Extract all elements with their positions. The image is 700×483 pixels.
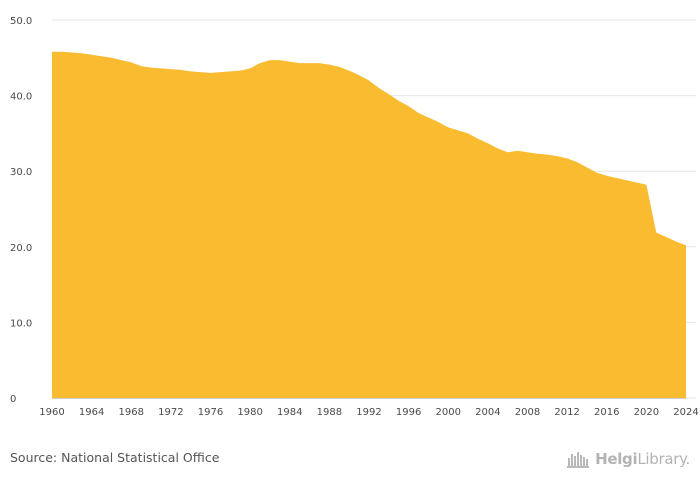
data-point[interactable] bbox=[435, 119, 441, 125]
x-tick-label: 1972 bbox=[158, 407, 183, 418]
x-tick-label: 1968 bbox=[119, 407, 144, 418]
data-point[interactable] bbox=[406, 103, 412, 109]
data-point[interactable] bbox=[386, 91, 392, 97]
data-point[interactable] bbox=[564, 155, 570, 161]
data-point[interactable] bbox=[683, 242, 689, 248]
data-point[interactable] bbox=[673, 239, 679, 245]
x-tick-label: 1964 bbox=[79, 407, 104, 418]
x-tick-label: 1992 bbox=[356, 407, 381, 418]
data-point[interactable] bbox=[128, 59, 134, 65]
data-point[interactable] bbox=[158, 65, 164, 71]
data-point[interactable] bbox=[257, 60, 263, 66]
data-point[interactable] bbox=[267, 57, 273, 63]
area-series[interactable] bbox=[52, 51, 686, 398]
data-point[interactable] bbox=[138, 63, 144, 69]
data-point[interactable] bbox=[544, 152, 550, 158]
data-point[interactable] bbox=[59, 49, 65, 55]
data-point[interactable] bbox=[118, 57, 124, 63]
brand-name-library: Library. bbox=[637, 450, 690, 468]
data-point[interactable] bbox=[99, 53, 105, 59]
data-point[interactable] bbox=[89, 52, 95, 58]
data-point[interactable] bbox=[247, 65, 253, 71]
data-point[interactable] bbox=[574, 159, 580, 165]
brand-name-helgi: Helgi bbox=[595, 450, 638, 468]
x-tick-label: 1996 bbox=[396, 407, 421, 418]
data-point[interactable] bbox=[396, 98, 402, 104]
data-point[interactable] bbox=[663, 234, 669, 240]
data-point[interactable] bbox=[366, 77, 372, 83]
data-point[interactable] bbox=[108, 55, 114, 61]
data-point[interactable] bbox=[376, 85, 382, 91]
area-chart-svg: 0 10.0 20.0 30.0 40.0 50.0 1960 1964 1968 1972 197… bbox=[10, 16, 699, 418]
x-tick-label: 1976 bbox=[198, 407, 223, 418]
x-tick-label: 2016 bbox=[594, 407, 619, 418]
data-point[interactable] bbox=[633, 180, 639, 186]
chart-footer: Source: National Statistical Office Helg… bbox=[0, 440, 700, 480]
x-tick-label: 2008 bbox=[515, 407, 540, 418]
data-point[interactable] bbox=[188, 68, 194, 74]
data-point[interactable] bbox=[465, 130, 471, 136]
source-note: Source: National Statistical Office bbox=[10, 450, 220, 465]
data-point[interactable] bbox=[168, 66, 174, 72]
brand-logo-link[interactable]: Helgi Library. bbox=[567, 448, 690, 470]
y-tick-label: 20.0 bbox=[10, 243, 32, 254]
data-point[interactable] bbox=[346, 68, 352, 74]
data-point[interactable] bbox=[69, 50, 75, 56]
x-tick-label: 2004 bbox=[475, 407, 500, 418]
data-point[interactable] bbox=[495, 146, 501, 152]
data-point[interactable] bbox=[217, 69, 223, 75]
y-tick-label: 30.0 bbox=[10, 167, 32, 178]
data-point[interactable] bbox=[614, 175, 620, 181]
x-tick-label: 1984 bbox=[277, 407, 302, 418]
data-point[interactable] bbox=[554, 153, 560, 159]
data-point[interactable] bbox=[208, 70, 214, 76]
x-tick-label: 2020 bbox=[634, 407, 659, 418]
y-tick-label: 50.0 bbox=[10, 16, 32, 27]
data-point[interactable] bbox=[643, 182, 649, 188]
data-point[interactable] bbox=[505, 149, 511, 155]
x-tick-label: 1988 bbox=[317, 407, 342, 418]
data-point[interactable] bbox=[425, 115, 431, 121]
data-point[interactable] bbox=[594, 170, 600, 176]
data-point[interactable] bbox=[534, 151, 540, 157]
data-point[interactable] bbox=[287, 59, 293, 65]
data-point[interactable] bbox=[237, 68, 243, 74]
helgi-library-logo-icon bbox=[567, 452, 590, 468]
y-tick-label: 40.0 bbox=[10, 92, 32, 103]
data-point[interactable] bbox=[455, 127, 461, 133]
x-tick-label: 2000 bbox=[436, 407, 461, 418]
data-point[interactable] bbox=[79, 50, 85, 56]
data-point[interactable] bbox=[584, 164, 590, 170]
data-point[interactable] bbox=[316, 60, 322, 66]
data-point[interactable] bbox=[227, 68, 233, 74]
data-point[interactable] bbox=[604, 173, 610, 179]
data-point[interactable] bbox=[148, 65, 154, 71]
data-point[interactable] bbox=[624, 177, 630, 183]
y-tick-label: 0 bbox=[10, 394, 16, 405]
data-point[interactable] bbox=[485, 140, 491, 146]
data-point[interactable] bbox=[178, 67, 184, 73]
data-point[interactable] bbox=[49, 49, 55, 55]
data-point[interactable] bbox=[653, 229, 659, 235]
x-tick-label: 2024 bbox=[673, 407, 698, 418]
data-point[interactable] bbox=[475, 136, 481, 142]
x-tick-label: 1960 bbox=[39, 407, 64, 418]
data-point[interactable] bbox=[515, 148, 521, 154]
data-point[interactable] bbox=[277, 57, 283, 63]
data-point[interactable] bbox=[445, 124, 451, 130]
data-point[interactable] bbox=[416, 110, 422, 116]
data-point[interactable] bbox=[198, 69, 204, 75]
x-tick-label: 2012 bbox=[554, 407, 579, 418]
data-point[interactable] bbox=[525, 149, 531, 155]
x-tick-label: 1980 bbox=[237, 407, 262, 418]
chart-area: 0 10.0 20.0 30.0 40.0 50.0 1960 1964 1968 1972 197… bbox=[10, 16, 699, 418]
data-point[interactable] bbox=[356, 72, 362, 78]
data-point[interactable] bbox=[336, 64, 342, 70]
data-point[interactable] bbox=[326, 62, 332, 68]
data-point[interactable] bbox=[297, 60, 303, 66]
data-point[interactable] bbox=[307, 60, 313, 66]
y-tick-label: 10.0 bbox=[10, 318, 32, 329]
